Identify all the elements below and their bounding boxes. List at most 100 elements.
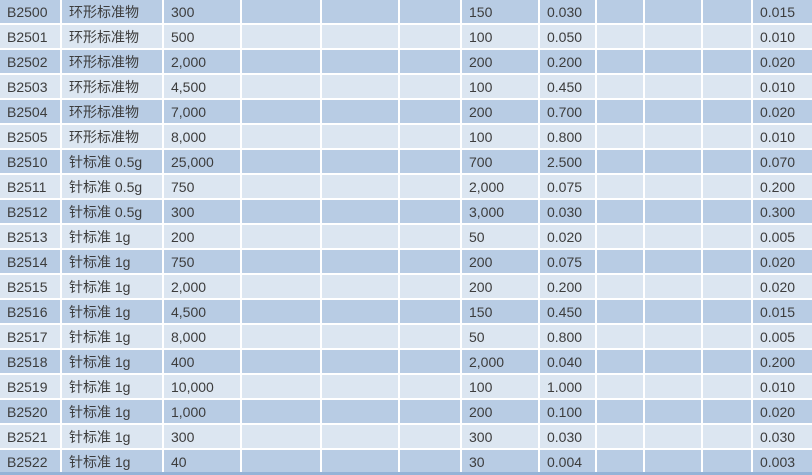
- table-cell[interactable]: 0.040: [540, 350, 597, 375]
- table-cell[interactable]: 8,000: [164, 125, 242, 150]
- table-cell[interactable]: [242, 200, 322, 225]
- table-cell[interactable]: 针标准 1g: [62, 375, 164, 400]
- table-cell[interactable]: B2519: [0, 375, 62, 400]
- table-cell[interactable]: B2502: [0, 50, 62, 75]
- table-cell[interactable]: 500: [164, 25, 242, 50]
- table-cell[interactable]: [400, 300, 462, 325]
- table-cell[interactable]: 0.200: [753, 175, 812, 200]
- table-cell[interactable]: [242, 100, 322, 125]
- table-cell[interactable]: 200: [164, 225, 242, 250]
- table-cell[interactable]: [242, 325, 322, 350]
- table-cell[interactable]: [322, 325, 400, 350]
- table-cell[interactable]: [400, 375, 462, 400]
- table-cell[interactable]: 环形标准物: [62, 125, 164, 150]
- table-cell[interactable]: 200: [462, 250, 540, 275]
- table-cell[interactable]: 3,000: [462, 200, 540, 225]
- table-cell[interactable]: 0.200: [753, 350, 812, 375]
- table-cell[interactable]: [400, 0, 462, 25]
- table-cell[interactable]: [400, 175, 462, 200]
- table-cell[interactable]: [322, 125, 400, 150]
- table-cell[interactable]: [400, 200, 462, 225]
- table-cell[interactable]: 300: [164, 200, 242, 225]
- table-cell[interactable]: 40: [164, 450, 242, 475]
- table-cell[interactable]: 0.020: [753, 250, 812, 275]
- table-cell[interactable]: 200: [462, 275, 540, 300]
- table-cell[interactable]: 0.003: [753, 450, 812, 475]
- table-cell[interactable]: [597, 350, 645, 375]
- table-cell[interactable]: B2520: [0, 400, 62, 425]
- table-cell[interactable]: 150: [462, 300, 540, 325]
- table-cell[interactable]: [597, 300, 645, 325]
- table-cell[interactable]: B2516: [0, 300, 62, 325]
- table-cell[interactable]: [400, 100, 462, 125]
- table-cell[interactable]: 0.800: [540, 325, 597, 350]
- table-cell[interactable]: [597, 375, 645, 400]
- table-cell[interactable]: [322, 0, 400, 25]
- table-cell[interactable]: 针标准 0.5g: [62, 150, 164, 175]
- table-cell[interactable]: [322, 300, 400, 325]
- table-cell[interactable]: 0.010: [753, 125, 812, 150]
- table-cell[interactable]: 0.300: [753, 200, 812, 225]
- table-cell[interactable]: 0.800: [540, 125, 597, 150]
- table-cell[interactable]: 0.015: [753, 300, 812, 325]
- table-cell[interactable]: [645, 100, 703, 125]
- table-cell[interactable]: [400, 25, 462, 50]
- table-cell[interactable]: 0.020: [753, 100, 812, 125]
- table-cell[interactable]: 针标准 1g: [62, 400, 164, 425]
- table-cell[interactable]: 0.700: [540, 100, 597, 125]
- table-cell[interactable]: [703, 375, 753, 400]
- table-cell[interactable]: B2512: [0, 200, 62, 225]
- table-cell[interactable]: B2518: [0, 350, 62, 375]
- table-cell[interactable]: [645, 325, 703, 350]
- table-cell[interactable]: [645, 0, 703, 25]
- table-cell[interactable]: 300: [164, 0, 242, 25]
- table-cell[interactable]: 0.075: [540, 175, 597, 200]
- table-cell[interactable]: [703, 200, 753, 225]
- table-cell[interactable]: 150: [462, 0, 540, 25]
- table-cell[interactable]: [645, 125, 703, 150]
- table-cell[interactable]: 4,500: [164, 75, 242, 100]
- table-cell[interactable]: 50: [462, 325, 540, 350]
- table-cell[interactable]: 针标准 1g: [62, 300, 164, 325]
- table-cell[interactable]: B2514: [0, 250, 62, 275]
- table-cell[interactable]: [400, 75, 462, 100]
- table-cell[interactable]: 1.000: [540, 375, 597, 400]
- table-cell[interactable]: 100: [462, 75, 540, 100]
- table-cell[interactable]: 200: [462, 400, 540, 425]
- table-cell[interactable]: [242, 275, 322, 300]
- table-cell[interactable]: [703, 300, 753, 325]
- table-cell[interactable]: 0.020: [753, 275, 812, 300]
- table-cell[interactable]: [242, 225, 322, 250]
- table-cell[interactable]: [703, 350, 753, 375]
- table-cell[interactable]: 环形标准物: [62, 100, 164, 125]
- table-cell[interactable]: [597, 325, 645, 350]
- table-cell[interactable]: 0.005: [753, 225, 812, 250]
- table-cell[interactable]: [322, 450, 400, 475]
- table-cell[interactable]: [645, 225, 703, 250]
- table-cell[interactable]: 0.005: [753, 325, 812, 350]
- table-cell[interactable]: [322, 400, 400, 425]
- table-cell[interactable]: [322, 25, 400, 50]
- table-cell[interactable]: 100: [462, 375, 540, 400]
- table-cell[interactable]: [645, 25, 703, 50]
- table-cell[interactable]: 0.200: [540, 50, 597, 75]
- table-cell[interactable]: 300: [164, 425, 242, 450]
- table-cell[interactable]: [703, 325, 753, 350]
- table-cell[interactable]: 7,000: [164, 100, 242, 125]
- table-cell[interactable]: [322, 75, 400, 100]
- table-cell[interactable]: [645, 200, 703, 225]
- table-cell[interactable]: [703, 0, 753, 25]
- table-cell[interactable]: [703, 225, 753, 250]
- table-cell[interactable]: 针标准 1g: [62, 325, 164, 350]
- table-cell[interactable]: [597, 125, 645, 150]
- table-cell[interactable]: [242, 300, 322, 325]
- table-cell[interactable]: [400, 425, 462, 450]
- table-cell[interactable]: 针标准 1g: [62, 275, 164, 300]
- table-cell[interactable]: [597, 200, 645, 225]
- table-cell[interactable]: B2515: [0, 275, 62, 300]
- table-cell[interactable]: [400, 400, 462, 425]
- table-cell[interactable]: 0.010: [753, 375, 812, 400]
- table-cell[interactable]: 0.075: [540, 250, 597, 275]
- table-cell[interactable]: 0.030: [753, 425, 812, 450]
- table-cell[interactable]: [703, 125, 753, 150]
